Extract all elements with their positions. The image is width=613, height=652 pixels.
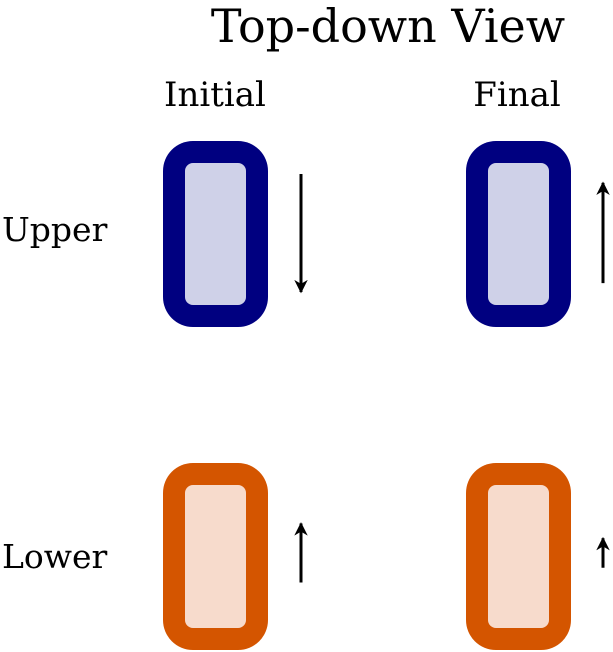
row-label-upper: Upper	[2, 210, 108, 249]
column-label-initial: Initial	[164, 75, 266, 115]
column-label-final: Final	[473, 75, 561, 115]
row-label-lower: Lower	[2, 537, 108, 576]
upper-final-block	[466, 141, 571, 327]
diagram-title: Top-down View	[211, 0, 565, 53]
upper-initial-block	[163, 141, 268, 327]
lower-final-block	[466, 463, 571, 650]
lower-initial-block	[163, 463, 268, 650]
